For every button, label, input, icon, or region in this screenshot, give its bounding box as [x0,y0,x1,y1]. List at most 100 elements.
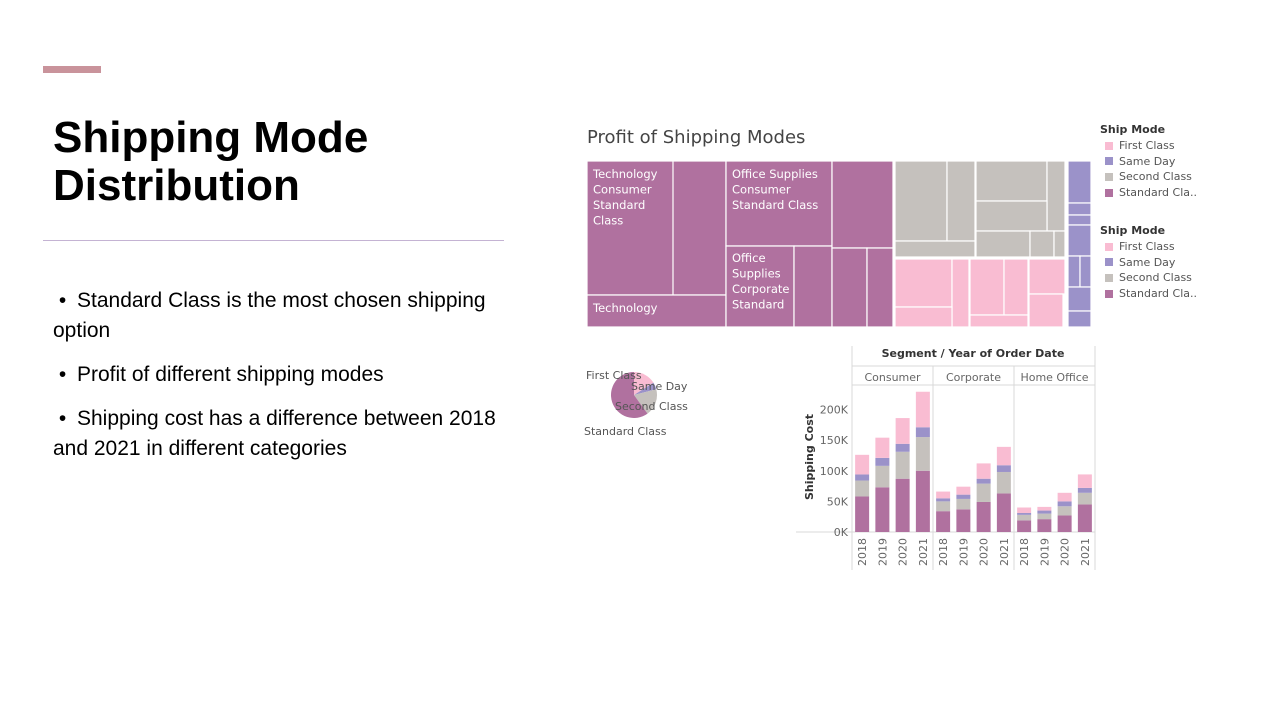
x-tick-label: 2020 [1059,538,1072,566]
y-tick-label: 100K [820,465,849,478]
bar-segment [855,474,870,481]
segment-header: Consumer [864,371,921,384]
bar-segment [1037,513,1052,520]
treemap-tile [1067,160,1092,204]
legend-ship-mode: Ship Mode First Class Same Day Second Cl… [1100,123,1197,200]
treemap-tile [1029,230,1055,258]
bar-segment [1077,504,1092,532]
treemap-tile [975,160,1048,202]
legend-label: Same Day [1119,154,1176,168]
legend-item: Same Day [1100,255,1197,271]
bullet-item: • Profit of different shipping modes [53,360,513,390]
pie-slice [634,382,657,395]
legend-swatch [1105,242,1113,251]
legend-swatch [1105,258,1113,267]
x-tick-label: 2020 [978,538,991,566]
treemap-tile [866,247,894,328]
accent-bar [43,66,101,73]
legend-label: First Class [1119,139,1175,153]
legend-title: Ship Mode [1100,123,1166,136]
bar-segment [1017,513,1032,515]
bar-segment [875,487,890,532]
legend-item: Second Class [1100,270,1197,286]
legend-swatch [1105,157,1113,166]
legend-item: Standard Cla.. [1100,286,1197,302]
bullet-text: Profit of different shipping modes [77,363,384,386]
treemap-tile [1053,230,1066,258]
treemap-tile [1046,160,1066,232]
y-axis-label: Shipping Cost [803,414,816,500]
bar-segment [855,480,870,497]
bar-segment [895,418,910,444]
treemap-tile [894,240,976,258]
treemap-tile [951,258,970,328]
treemap-tile [725,160,833,247]
legend-swatch [1105,141,1113,150]
pie-label: Standard Class [584,425,667,438]
legend-item: Second Class [1100,169,1197,185]
bar-segment [1057,506,1072,516]
bar-segment [915,427,930,438]
x-tick-label: 2018 [856,538,869,566]
title-divider [43,240,504,241]
treemap-tile [975,200,1048,232]
treemap-tile [1067,214,1092,226]
bar-segment [1077,492,1092,505]
legend-label: Second Class [1119,271,1192,285]
bullet-text: Shipping cost has a difference between 2… [53,407,496,460]
treemap-tile [831,160,894,249]
treemap-tile [894,258,953,308]
treemap-tile [1003,258,1029,316]
legend-swatch [1105,172,1113,181]
x-tick-label: 2021 [998,538,1011,566]
bar-segment [915,391,930,428]
bullet-item: • Standard Class is the most chosen shipp… [53,286,513,346]
treemap-tile [793,245,833,328]
legend-swatch [1105,273,1113,282]
bar-segment [1037,506,1052,511]
treemap-tile [1028,258,1066,295]
y-tick-label: 0K [834,526,849,539]
legend-ship-mode: Ship Mode First Class Same Day Second Cl… [1100,224,1197,301]
y-tick-label: 150K [820,434,849,447]
slide-title: Shipping Mode Distribution [53,113,369,210]
bullet-list: • Standard Class is the most chosen shipp… [53,286,513,478]
bar-segment [915,470,930,532]
pie-label: Second Class [615,400,688,413]
bar-segment [875,437,890,458]
x-tick-label: 2019 [1038,538,1051,566]
x-tick-label: 2018 [1018,538,1031,566]
treemap-tile [1067,224,1092,257]
treemap-title: Profit of Shipping Modes [587,127,806,148]
legend-label: Second Class [1119,170,1192,184]
treemap-tile-label: Technology Consumer Standard Class [592,167,658,228]
legend-label: First Class [1119,240,1175,254]
treemap-tile [969,258,1005,316]
x-tick-label: 2021 [1079,538,1092,566]
x-tick-label: 2020 [897,538,910,566]
bar-segment [1077,474,1092,488]
bar-segment [936,511,951,532]
treemap-tile [894,160,948,242]
treemap-tile [1067,255,1081,288]
treemap-tile [975,230,1031,258]
pie-slice [634,389,657,414]
pie-label: First Class [586,369,642,382]
legend-swatch [1105,289,1113,298]
bar-segment [956,498,971,510]
legend-label: Standard Cla.. [1119,287,1198,301]
bar-segment [1017,520,1032,532]
pie-slice [634,372,654,395]
bar-segment [996,493,1011,532]
legend-item: Standard Cla.. [1100,185,1197,201]
bar-segment [855,496,870,532]
legend-label: Standard Cla.. [1119,186,1198,200]
bar-segment [1057,501,1072,507]
segment-header: Corporate [946,371,1001,384]
treemap-tile [1067,286,1092,312]
bar-segment [936,491,951,499]
bar-segment [875,465,890,488]
bar-segment [895,451,910,479]
bar-segment [956,494,971,499]
legend-label: Same Day [1119,255,1176,269]
